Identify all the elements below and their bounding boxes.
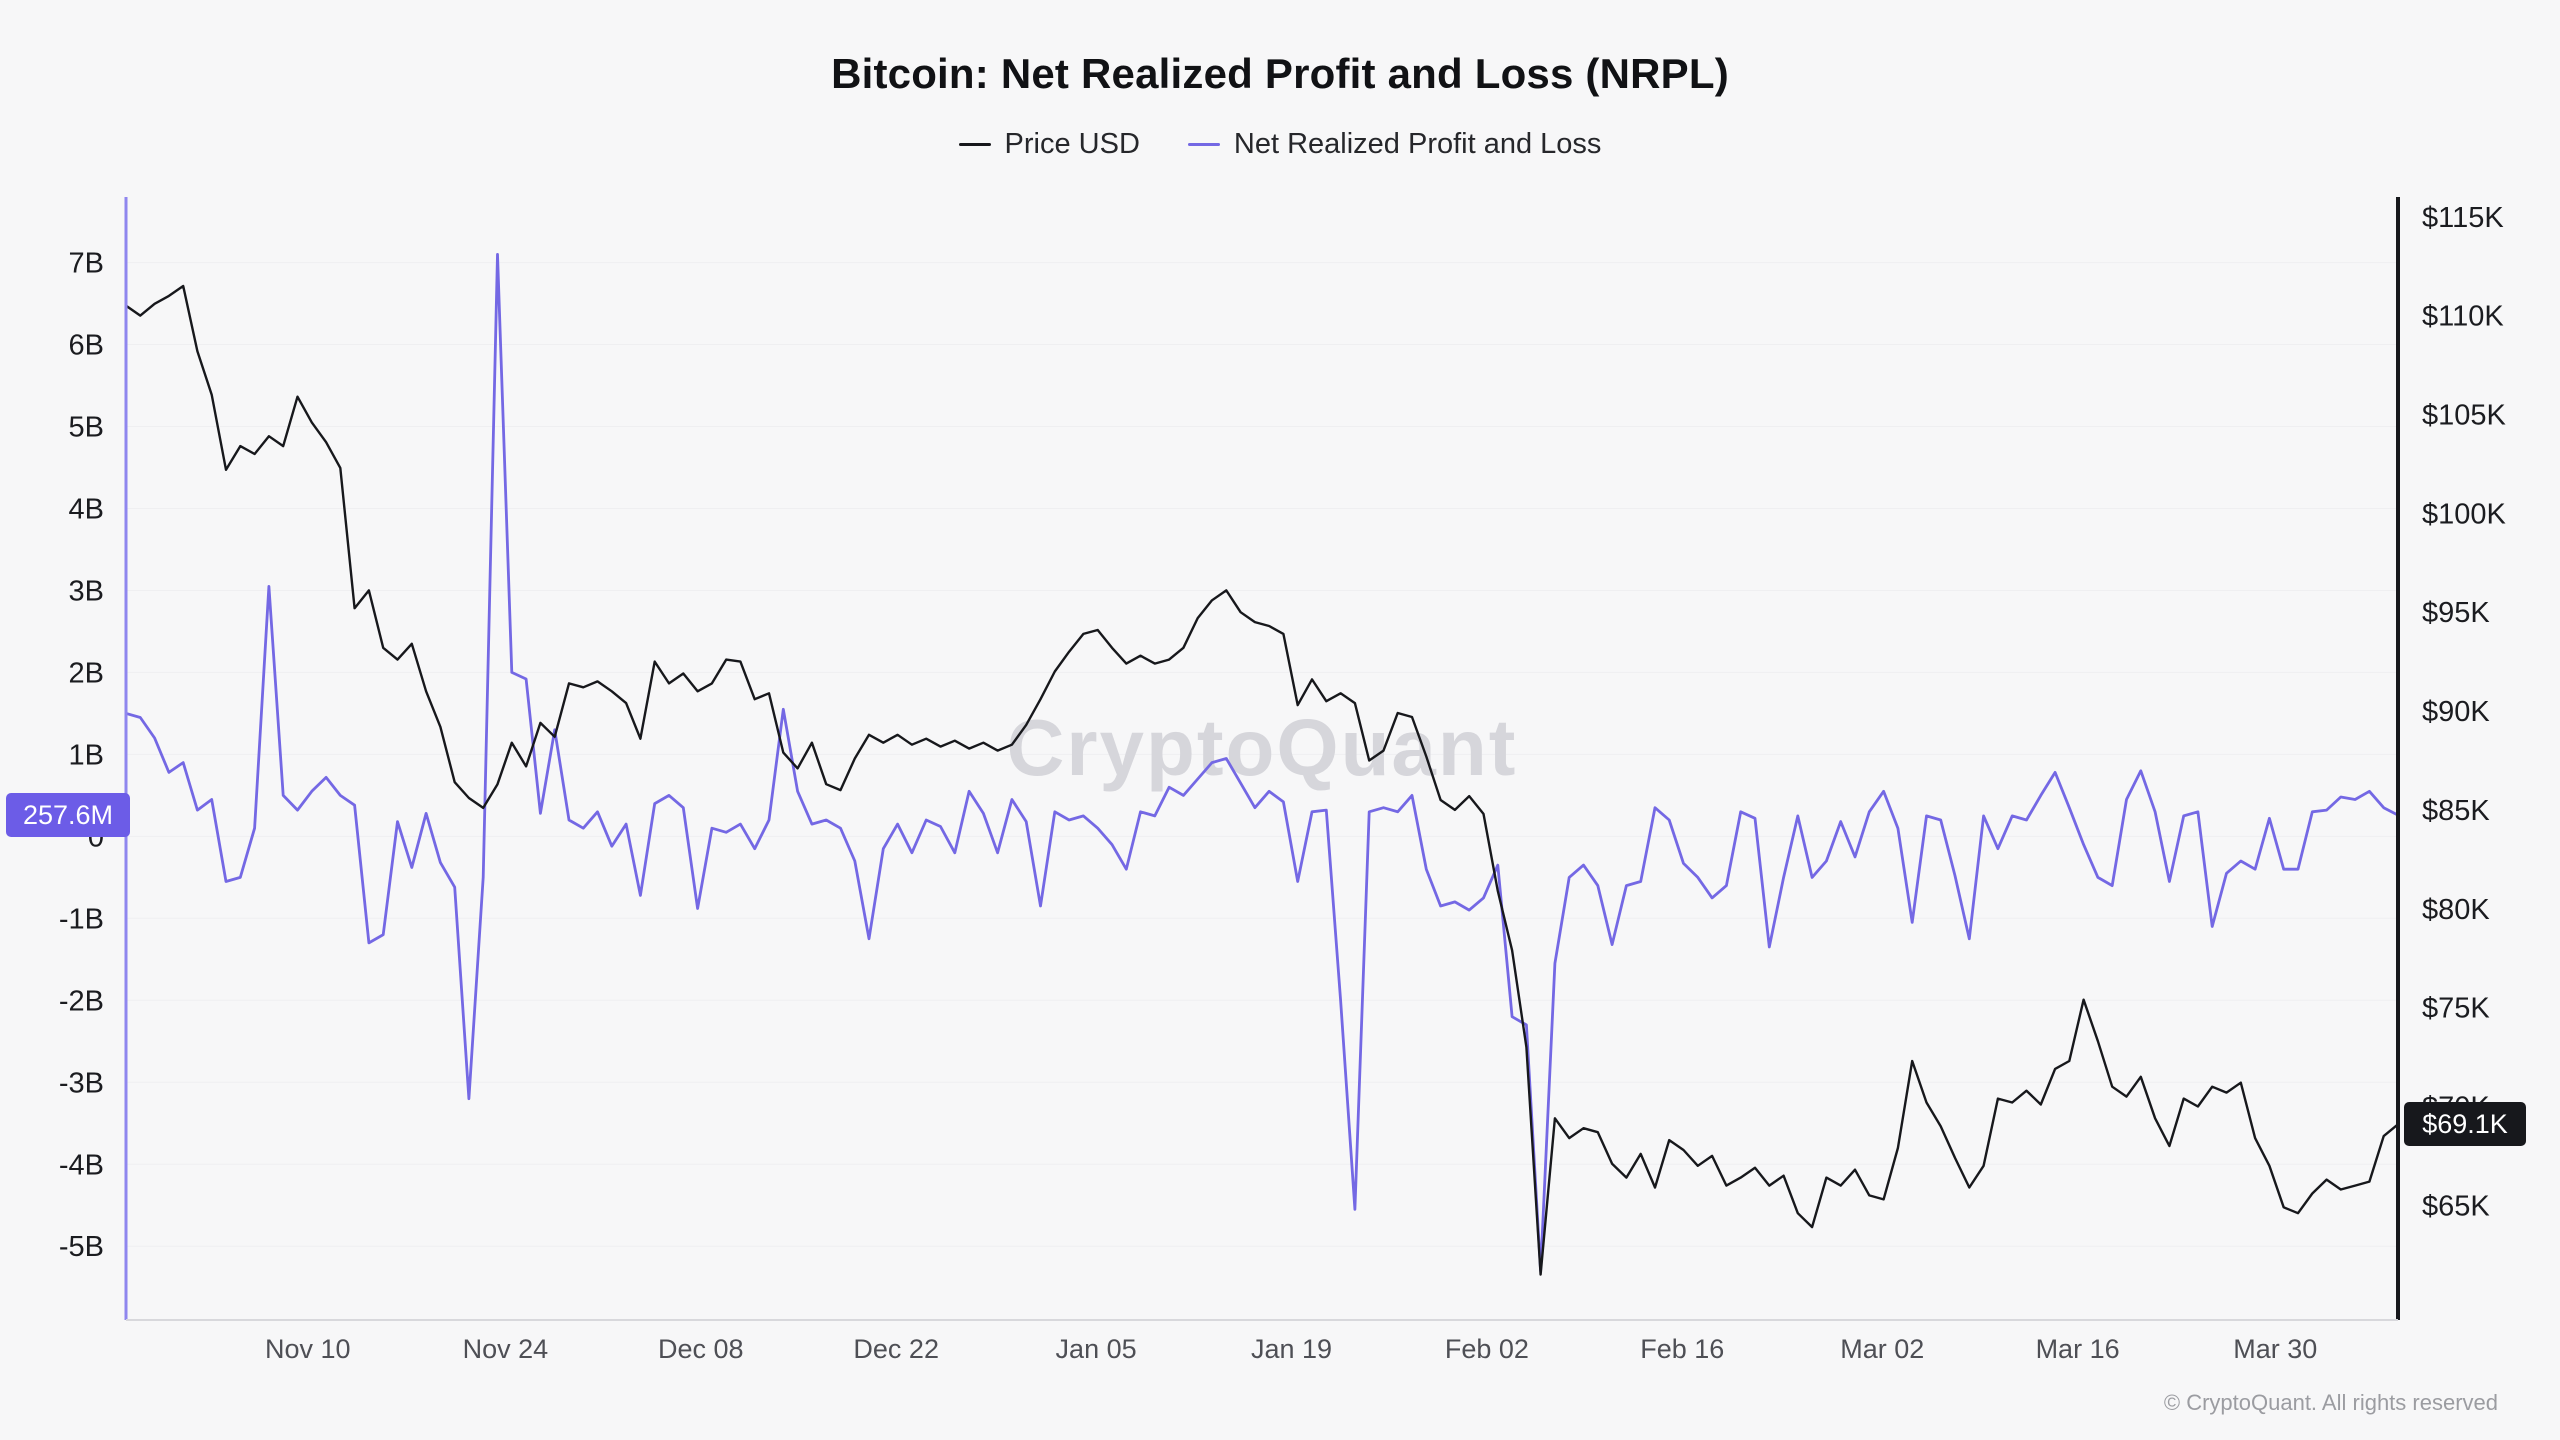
right-axis-tick-label: $80K [2422,894,2490,926]
right-axis-tick-label: $95K [2422,597,2490,629]
cryptoquant-watermark: CryptoQuant [1007,703,1518,792]
left-axis-tick-label: -2B [59,985,104,1017]
nrpl-line [124,252,2400,1273]
x-axis-tick-label: Mar 30 [2233,1334,2317,1364]
left-axis-tick-label: 4B [69,494,104,526]
price-usd-line [124,284,2400,1276]
left-axis-tick-label: -5B [59,1231,104,1263]
legend: Price USD Net Realized Profit and Loss [0,128,2560,161]
right-axis-tick-label: $100K [2422,498,2507,530]
right-axis-tick-label: $115K [2422,202,2504,234]
chart-title: Bitcoin: Net Realized Profit and Loss (N… [831,50,1729,97]
legend-item-nrpl[interactable]: Net Realized Profit and Loss [1187,128,1602,161]
left-axis-tick-label: 5B [69,412,104,444]
left-axis-tick-label: -1B [59,903,104,935]
x-axis-tick-label: Dec 22 [853,1334,939,1364]
x-axis-tick-label: Nov 24 [463,1334,549,1364]
legend-label-price-usd: Price USD [1004,128,1140,160]
left-axis-tick-label: 6B [69,330,104,362]
right-axis-tick-label: $110K [2422,301,2504,333]
left-axis-tick-label: -3B [59,1067,104,1099]
x-axis-tick-label: Jan 19 [1251,1334,1332,1364]
price-line-swatch-icon [958,143,991,146]
right-axis-tick-label: $105K [2422,400,2507,432]
copyright-notice: © CryptoQuant. All rights reserved [2163,1390,2498,1415]
left-axis-tick-label: -4B [59,1149,104,1181]
right-axis-tick-label: $85K [2422,795,2490,827]
x-axis-tick-label: Jan 05 [1056,1334,1137,1364]
right-axis-tick-label: $75K [2422,993,2490,1025]
legend-item-price-usd[interactable]: Price USD [958,128,1140,161]
x-axis-tick-label: Feb 02 [1445,1334,1529,1364]
right-axis-tick-label: $65K [2422,1190,2490,1222]
x-axis-tick-label: Feb 16 [1640,1334,1724,1364]
left-axis-tick-label: 1B [69,739,104,771]
legend-label-nrpl: Net Realized Profit and Loss [1233,128,1602,160]
nrpl-line-swatch-icon [1187,143,1220,146]
x-axis-tick-label: Mar 02 [1840,1334,1924,1364]
left-axis-tick-label: 7B [69,248,104,280]
left-axis-tick-label: 2B [69,657,104,689]
x-axis-tick-label: Mar 16 [2036,1334,2120,1364]
price-current-value-badge: $69.1K [2404,1102,2526,1146]
right-axis-tick-label: $90K [2422,696,2490,728]
x-axis-tick-label: Nov 10 [265,1334,351,1364]
nrpl-current-value-badge: 257.6M [6,793,130,837]
left-axis-tick-label: 3B [69,576,104,608]
x-axis-tick-label: Dec 08 [658,1334,744,1364]
